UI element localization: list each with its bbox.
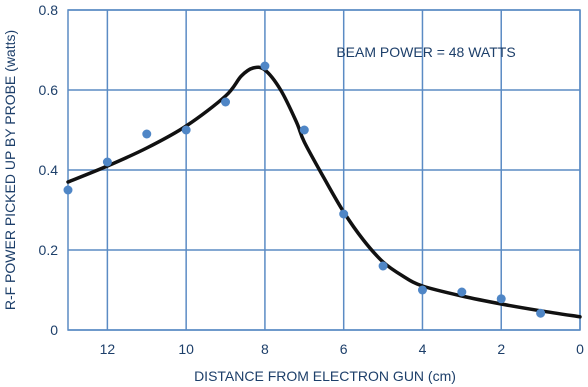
data-point (536, 308, 546, 318)
y-axis-title: R-F POWER PICKED UP BY PROBE (watts) (2, 30, 18, 310)
x-tick-label: 10 (178, 341, 194, 357)
x-tick-label: 8 (261, 341, 269, 357)
data-point (339, 209, 349, 219)
tick-labels-layer: 12 10 8 6 4 2 0 0 0.2 0.4 0.6 0.8 (39, 2, 585, 357)
y-tick-label: 0.6 (39, 82, 59, 98)
data-point (378, 261, 388, 271)
data-point (63, 185, 73, 195)
y-tick-label: 0.4 (39, 162, 59, 178)
data-point (142, 129, 152, 139)
data-point (221, 97, 231, 107)
data-point (260, 61, 270, 71)
fit-curve (66, 65, 582, 319)
data-point (102, 157, 112, 167)
y-tick-label: 0.8 (39, 2, 59, 18)
y-tick-label: 0 (50, 322, 58, 338)
data-point (457, 287, 467, 297)
data-point (417, 285, 427, 295)
beam-power-annotation: BEAM POWER = 48 WATTS (336, 44, 515, 60)
fit-curve-layer (66, 65, 582, 319)
x-axis-title: DISTANCE FROM ELECTRON GUN (cm) (194, 368, 456, 384)
data-point (299, 125, 309, 135)
x-tick-label: 0 (576, 341, 584, 357)
data-point (496, 294, 506, 304)
x-tick-label: 6 (340, 341, 348, 357)
y-tick-label: 0.2 (39, 242, 59, 258)
x-tick-label: 12 (100, 341, 116, 357)
grid-lines (67, 9, 581, 331)
data-point (181, 125, 191, 135)
data-points-layer (63, 61, 546, 318)
x-tick-label: 2 (497, 341, 505, 357)
x-tick-label: 4 (419, 341, 427, 357)
